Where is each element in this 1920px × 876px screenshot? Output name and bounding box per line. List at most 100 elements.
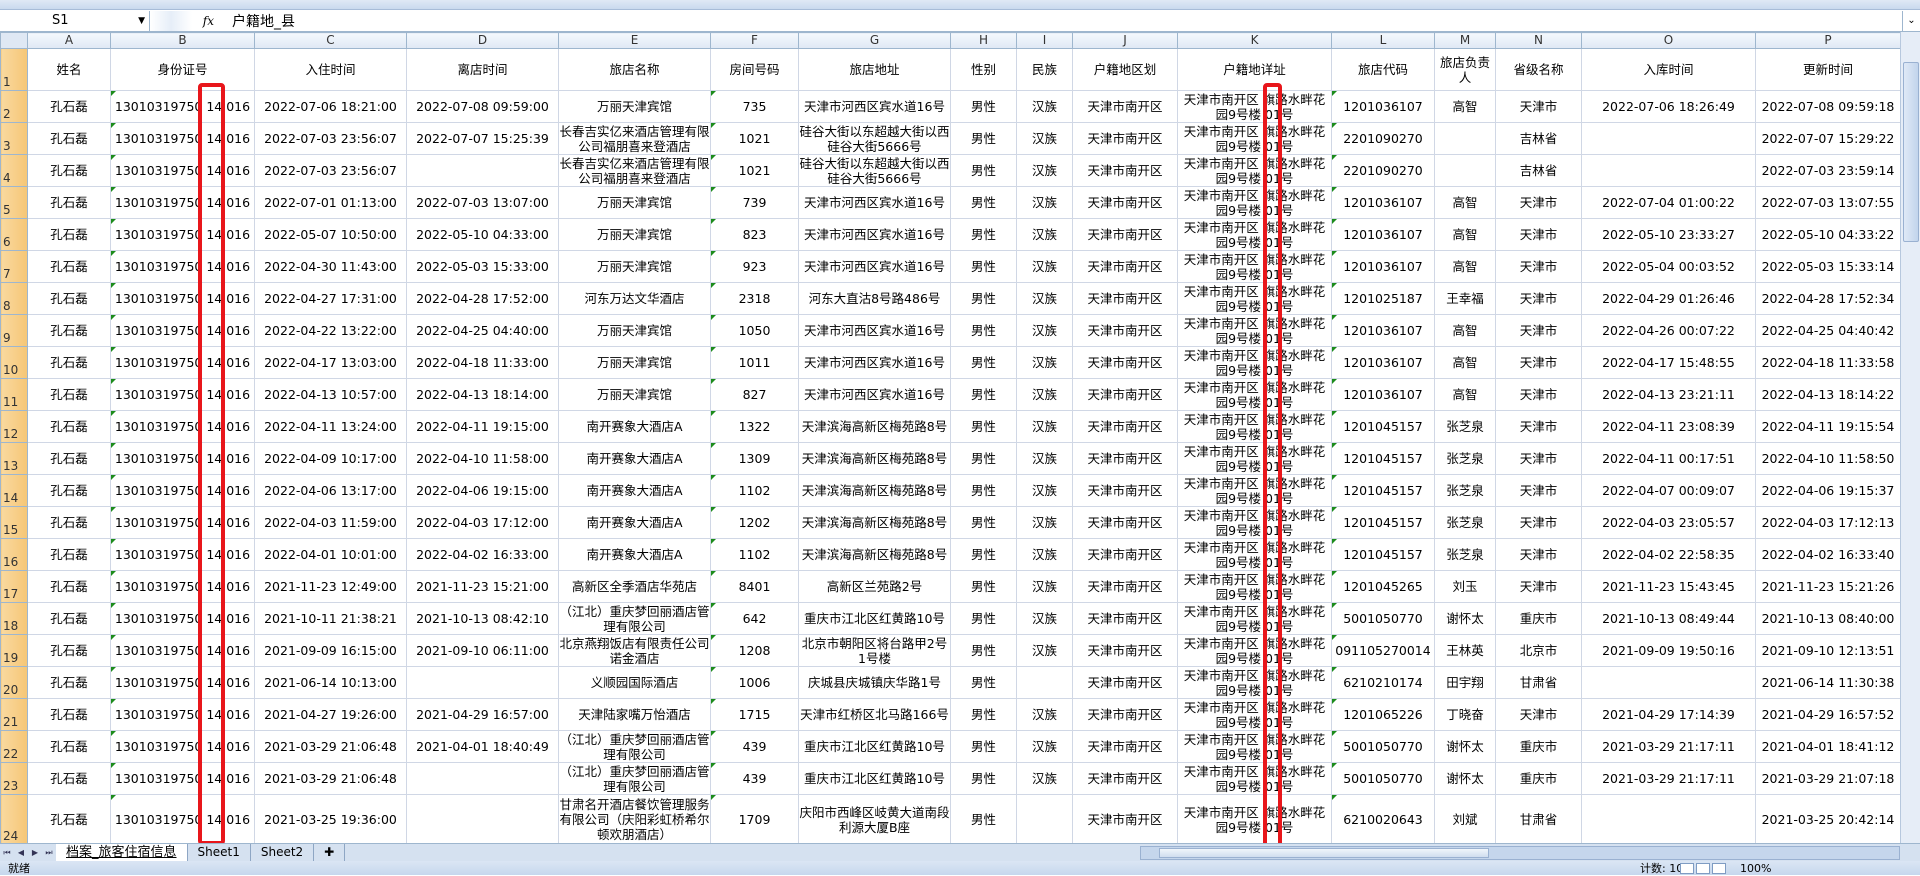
cell-D2[interactable]: 2022-07-08 09:59:00 xyxy=(406,90,559,123)
cell-C9[interactable]: 2022-04-22 13:22:00 xyxy=(254,314,407,347)
cell-C10[interactable]: 2022-04-17 13:03:00 xyxy=(254,346,407,379)
cell-D17[interactable]: 2021-11-23 15:21:00 xyxy=(406,570,559,603)
cell-O9[interactable]: 2022-04-26 00:07:22 xyxy=(1581,314,1756,347)
normal-view-icon[interactable] xyxy=(1680,862,1694,874)
cell-C13[interactable]: 2022-04-09 10:17:00 xyxy=(254,442,407,475)
cell-J19[interactable]: 天津市南开区 xyxy=(1072,634,1178,667)
cell-N12[interactable]: 天津市 xyxy=(1495,410,1582,443)
cell-N24[interactable]: 甘肃省 xyxy=(1495,794,1582,843)
cell-C3[interactable]: 2022-07-03 23:56:07 xyxy=(254,122,407,155)
cell-K9[interactable]: 天津市南开区 旗路水畔花园9号楼 01号 xyxy=(1177,314,1332,347)
cell-K11[interactable]: 天津市南开区 旗路水畔花园9号楼 01号 xyxy=(1177,378,1332,411)
cell-C21[interactable]: 2021-04-27 19:26:00 xyxy=(254,698,407,731)
cell-N16[interactable]: 天津市 xyxy=(1495,538,1582,571)
cell-D10[interactable]: 2022-04-18 11:33:00 xyxy=(406,346,559,379)
cell-O24[interactable] xyxy=(1581,794,1756,843)
cell-P12[interactable]: 2022-04-11 19:15:54 xyxy=(1755,410,1900,443)
cell-K15[interactable]: 天津市南开区 旗路水畔花园9号楼 01号 xyxy=(1177,506,1332,539)
cell-A15[interactable]: 孔石磊 xyxy=(27,506,111,539)
cell-B23[interactable]: 13010319750 14 016 xyxy=(110,762,255,795)
row-header[interactable]: 8 xyxy=(0,282,28,315)
cell-L4[interactable]: 2201090270 xyxy=(1331,154,1435,187)
cell-L24[interactable]: 6210020643 xyxy=(1331,794,1435,843)
cell-I1[interactable]: 民族 xyxy=(1016,48,1073,91)
cell-M14[interactable]: 张芝泉 xyxy=(1434,474,1496,507)
cell-F2[interactable]: 735 xyxy=(710,90,799,123)
cell-F3[interactable]: 1021 xyxy=(710,122,799,155)
cell-C8[interactable]: 2022-04-27 17:31:00 xyxy=(254,282,407,315)
cell-P17[interactable]: 2021-11-23 15:21:26 xyxy=(1755,570,1900,603)
row-header[interactable]: 24 xyxy=(0,794,28,843)
cell-K8[interactable]: 天津市南开区 旗路水畔花园9号楼 01号 xyxy=(1177,282,1332,315)
cell-I12[interactable]: 汉族 xyxy=(1016,410,1073,443)
cell-L19[interactable]: 091105270014 xyxy=(1331,634,1435,667)
cell-K21[interactable]: 天津市南开区 旗路水畔花园9号楼 01号 xyxy=(1177,698,1332,731)
cell-C22[interactable]: 2021-03-29 21:06:48 xyxy=(254,730,407,763)
cell-A6[interactable]: 孔石磊 xyxy=(27,218,111,251)
cell-I7[interactable]: 汉族 xyxy=(1016,250,1073,283)
cell-H16[interactable]: 男性 xyxy=(950,538,1017,571)
cell-J2[interactable]: 天津市南开区 xyxy=(1072,90,1178,123)
cell-I16[interactable]: 汉族 xyxy=(1016,538,1073,571)
cell-G22[interactable]: 重庆市江北区红黄路10号 xyxy=(798,730,951,763)
cell-I23[interactable]: 汉族 xyxy=(1016,762,1073,795)
cell-I17[interactable]: 汉族 xyxy=(1016,570,1073,603)
cell-E13[interactable]: 南开赛象大酒店A xyxy=(558,442,711,475)
cell-O8[interactable]: 2022-04-29 01:26:46 xyxy=(1581,282,1756,315)
cell-E23[interactable]: （江北）重庆梦回丽酒店管理有限公司 xyxy=(558,762,711,795)
cell-H2[interactable]: 男性 xyxy=(950,90,1017,123)
cell-H12[interactable]: 男性 xyxy=(950,410,1017,443)
cell-F13[interactable]: 1309 xyxy=(710,442,799,475)
cell-A17[interactable]: 孔石磊 xyxy=(27,570,111,603)
cell-C11[interactable]: 2022-04-13 10:57:00 xyxy=(254,378,407,411)
cell-K5[interactable]: 天津市南开区 旗路水畔花园9号楼 01号 xyxy=(1177,186,1332,219)
cell-A12[interactable]: 孔石磊 xyxy=(27,410,111,443)
column-header-I[interactable]: I xyxy=(1016,32,1073,49)
cell-M13[interactable]: 张芝泉 xyxy=(1434,442,1496,475)
cell-I22[interactable]: 汉族 xyxy=(1016,730,1073,763)
cell-A7[interactable]: 孔石磊 xyxy=(27,250,111,283)
cell-M7[interactable]: 高智 xyxy=(1434,250,1496,283)
cell-L5[interactable]: 1201036107 xyxy=(1331,186,1435,219)
cell-O21[interactable]: 2021-04-29 17:14:39 xyxy=(1581,698,1756,731)
cell-I19[interactable]: 汉族 xyxy=(1016,634,1073,667)
cell-B13[interactable]: 13010319750 14 016 xyxy=(110,442,255,475)
cell-B20[interactable]: 13010319750 14 016 xyxy=(110,666,255,699)
cell-N3[interactable]: 吉林省 xyxy=(1495,122,1582,155)
cell-E1[interactable]: 旅店名称 xyxy=(558,48,711,91)
cell-O18[interactable]: 2021-10-13 08:49:44 xyxy=(1581,602,1756,635)
cell-P13[interactable]: 2022-04-10 11:58:50 xyxy=(1755,442,1900,475)
cell-N2[interactable]: 天津市 xyxy=(1495,90,1582,123)
cell-N23[interactable]: 重庆市 xyxy=(1495,762,1582,795)
cell-D1[interactable]: 离店时间 xyxy=(406,48,559,91)
row-header[interactable]: 9 xyxy=(0,314,28,347)
cell-O6[interactable]: 2022-05-10 23:33:27 xyxy=(1581,218,1756,251)
cell-L18[interactable]: 5001050770 xyxy=(1331,602,1435,635)
cell-O19[interactable]: 2021-09-09 19:50:16 xyxy=(1581,634,1756,667)
cell-I2[interactable]: 汉族 xyxy=(1016,90,1073,123)
cell-E4[interactable]: 长春吉实亿来酒店管理有限公司福朋喜来登酒店 xyxy=(558,154,711,187)
cell-K14[interactable]: 天津市南开区 旗路水畔花园9号楼 01号 xyxy=(1177,474,1332,507)
cell-O4[interactable] xyxy=(1581,154,1756,187)
cell-P4[interactable]: 2022-07-03 23:59:14 xyxy=(1755,154,1900,187)
cell-B4[interactable]: 13010319750 14 016 xyxy=(110,154,255,187)
cell-P1[interactable]: 更新时间 xyxy=(1755,48,1900,91)
cell-N11[interactable]: 天津市 xyxy=(1495,378,1582,411)
cell-E2[interactable]: 万丽天津宾馆 xyxy=(558,90,711,123)
cell-A14[interactable]: 孔石磊 xyxy=(27,474,111,507)
cell-O14[interactable]: 2022-04-07 00:09:07 xyxy=(1581,474,1756,507)
cell-P9[interactable]: 2022-04-25 04:40:42 xyxy=(1755,314,1900,347)
cell-H24[interactable]: 男性 xyxy=(950,794,1017,843)
cell-J18[interactable]: 天津市南开区 xyxy=(1072,602,1178,635)
cell-A21[interactable]: 孔石磊 xyxy=(27,698,111,731)
cell-F10[interactable]: 1011 xyxy=(710,346,799,379)
cell-F19[interactable]: 1208 xyxy=(710,634,799,667)
cell-F23[interactable]: 439 xyxy=(710,762,799,795)
cell-G4[interactable]: 硅谷大街以东超越大街以西硅谷大街5666号 xyxy=(798,154,951,187)
column-header-A[interactable]: A xyxy=(27,32,111,49)
cell-G18[interactable]: 重庆市江北区红黄路10号 xyxy=(798,602,951,635)
cell-F22[interactable]: 439 xyxy=(710,730,799,763)
cell-D4[interactable] xyxy=(406,154,559,187)
cell-D19[interactable]: 2021-09-10 06:11:00 xyxy=(406,634,559,667)
cell-H15[interactable]: 男性 xyxy=(950,506,1017,539)
